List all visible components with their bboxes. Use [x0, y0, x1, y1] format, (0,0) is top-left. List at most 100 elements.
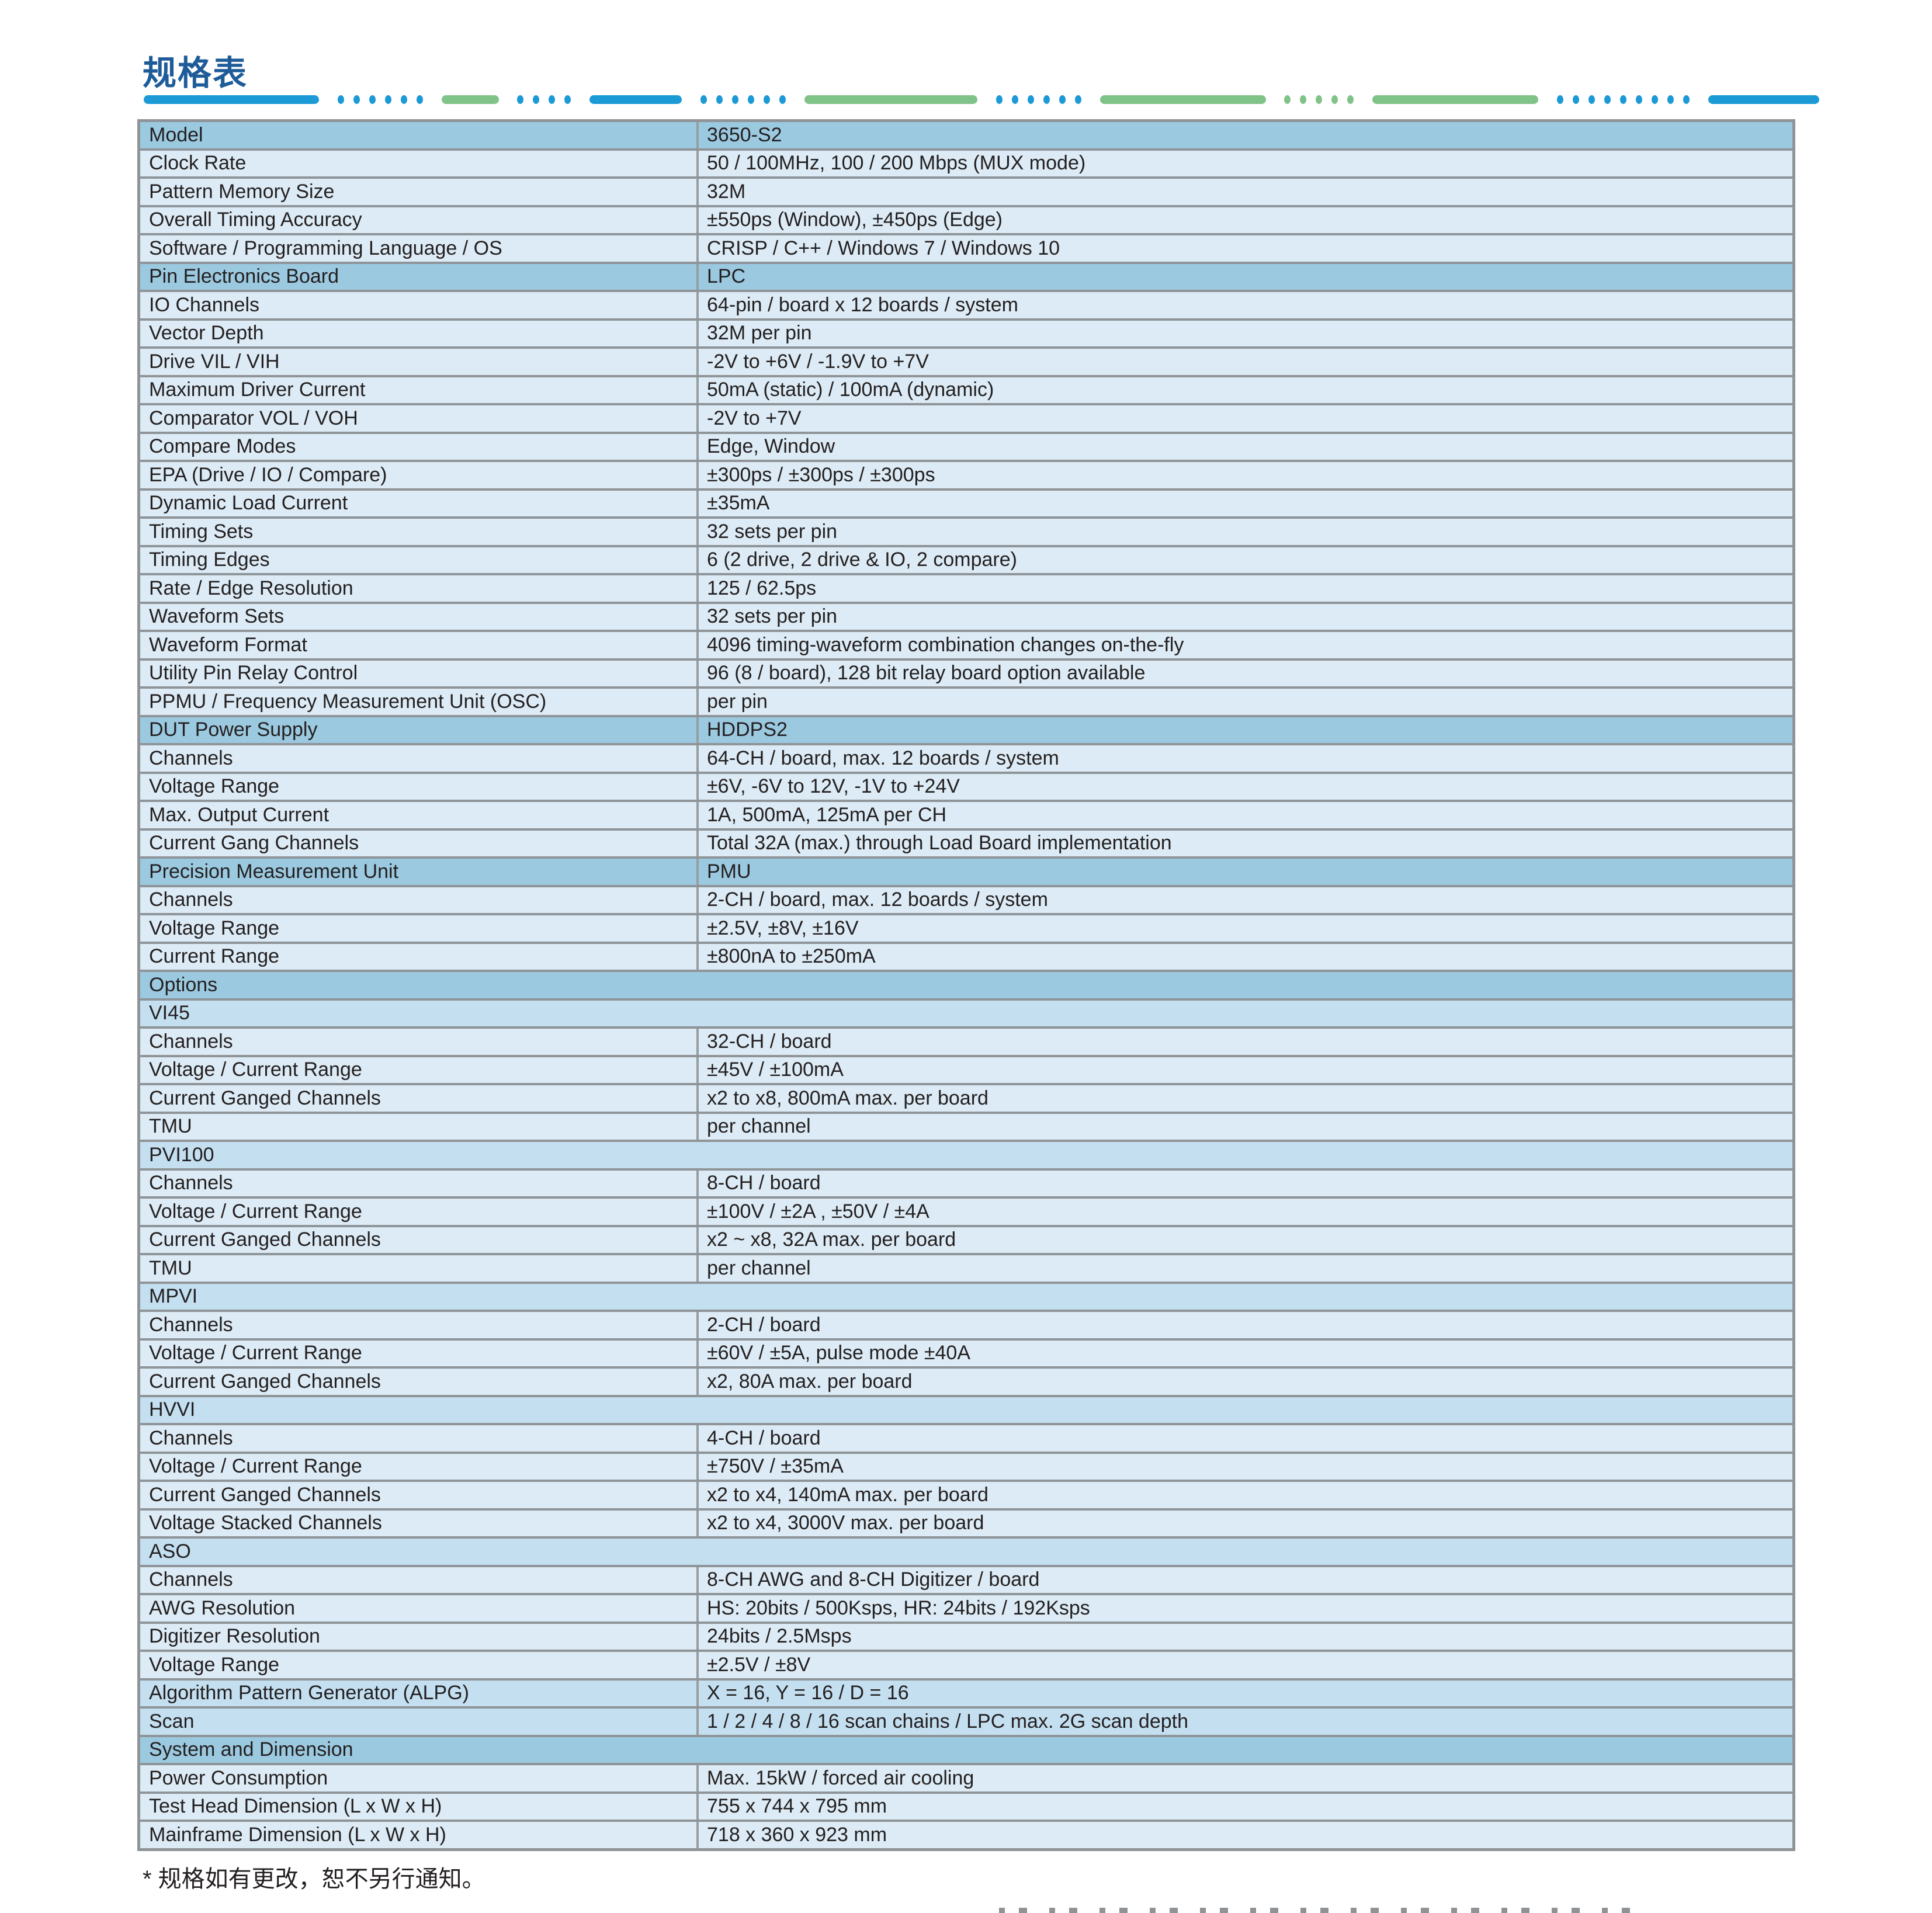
separator-dot — [564, 95, 571, 104]
table-row: Pin Electronics Board LPC — [140, 261, 1792, 290]
row-value: HDDPS2 — [696, 717, 1792, 743]
row-value: 64-CH / board, max. 12 boards / system — [696, 745, 1792, 772]
separator-dot — [517, 95, 524, 104]
row-label: IO Channels — [149, 293, 259, 316]
table-row: Utility Pin Relay Control 96 (8 / board)… — [140, 658, 1792, 686]
table-row: Scan 1 / 2 / 4 / 8 / 16 scan chains / LP… — [140, 1706, 1792, 1735]
separator-dot — [1347, 95, 1354, 104]
row-label: Channels — [149, 1568, 233, 1591]
row-label: Mainframe Dimension (L x W x H) — [149, 1823, 446, 1846]
separator-dot — [700, 95, 707, 104]
row-label: Test Head Dimension (L x W x H) — [149, 1795, 442, 1818]
table-row: Voltage Range ±2.5V, ±8V, ±16V — [140, 913, 1792, 942]
row-value: 50 / 100MHz, 100 / 200 Mbps (MUX mode) — [696, 150, 1792, 176]
row-label: Waveform Sets — [149, 605, 285, 628]
row-label: Clock Rate — [149, 152, 247, 175]
row-value: per pin — [696, 689, 1792, 715]
row-label: Current Ganged Channels — [149, 1228, 381, 1251]
separator-dot — [353, 95, 360, 104]
row-label: Voltage / Current Range — [149, 1455, 362, 1478]
table-row: Timing Sets 32 sets per pin — [140, 516, 1792, 545]
row-value: x2 to x4, 140mA max. per board — [696, 1482, 1792, 1508]
table-row: Voltage / Current Range ±750V / ±35mA — [140, 1451, 1792, 1480]
separator-bar — [1708, 95, 1819, 104]
separator-dots — [700, 95, 786, 104]
separator-bar — [1372, 95, 1539, 104]
separator-dot — [416, 95, 423, 104]
row-value: Edge, Window — [696, 433, 1792, 460]
row-label: HVVI — [149, 1398, 196, 1421]
row-value: 8-CH / board — [696, 1170, 1792, 1196]
row-label: EPA (Drive / IO / Compare) — [149, 463, 387, 486]
table-row: Waveform Sets 32 sets per pin — [140, 601, 1792, 630]
row-value: 1 / 2 / 4 / 8 / 16 scan chains / LPC max… — [696, 1709, 1792, 1735]
separator-dot — [1588, 95, 1595, 104]
separator-dot — [369, 95, 376, 104]
row-label: Channels — [149, 888, 233, 911]
footnote: * 规格如有更改，恕不另行通知。 — [143, 1866, 485, 1892]
truncated-bottom-text — [999, 1908, 1636, 1913]
row-value: 6 (2 drive, 2 drive & IO, 2 compare) — [696, 547, 1792, 573]
table-row: Voltage / Current Range ±60V / ±5A, puls… — [140, 1338, 1792, 1366]
row-label: Voltage Range — [149, 916, 280, 939]
row-label: Voltage Range — [149, 775, 280, 798]
table-row: Dynamic Load Current ±35mA — [140, 488, 1792, 516]
row-value: ±550ps (Window), ±450ps (Edge) — [696, 207, 1792, 233]
row-value: ±2.5V, ±8V, ±16V — [696, 915, 1792, 942]
table-row: TMU per channel — [140, 1111, 1792, 1140]
table-row: Current Ganged Channels x2 to x8, 800mA … — [140, 1083, 1792, 1112]
row-value: per channel — [696, 1255, 1792, 1282]
row-label: Voltage / Current Range — [149, 1200, 362, 1223]
separator-dot — [1683, 95, 1690, 104]
separator-dot — [1027, 95, 1034, 104]
row-value: 64-pin / board x 12 boards / system — [696, 292, 1792, 318]
row-label: Timing Sets — [149, 520, 254, 543]
table-section-row: ASO — [140, 1536, 1792, 1565]
row-value: 32 sets per pin — [696, 519, 1792, 545]
row-value: Total 32A (max.) through Load Board impl… — [696, 830, 1792, 856]
table-row: AWG Resolution HS: 20bits / 500Ksps, HR:… — [140, 1593, 1792, 1622]
row-label: Voltage Stacked Channels — [149, 1512, 382, 1534]
table-row: Compare Modes Edge, Window — [140, 431, 1792, 460]
table-row: Voltage / Current Range ±100V / ±2A , ±5… — [140, 1196, 1792, 1225]
row-label: Vector Depth — [149, 322, 264, 345]
separator-dot — [337, 95, 344, 104]
table-row: IO Channels 64-pin / board x 12 boards /… — [140, 290, 1792, 318]
table-row: Channels 8-CH / board — [140, 1168, 1792, 1196]
page-title: 规格表 — [143, 54, 248, 92]
separator-bar — [804, 95, 977, 104]
row-label: ASO — [149, 1540, 191, 1563]
table-row: DUT Power Supply HDDPS2 — [140, 714, 1792, 743]
table-section-row: VI45 — [140, 998, 1792, 1026]
table-section-row: PVI100 — [140, 1140, 1792, 1168]
separator-dot — [1074, 95, 1081, 104]
table-row: Current Ganged Channels x2 ~ x8, 32A max… — [140, 1224, 1792, 1253]
separator-dot — [1620, 95, 1627, 104]
row-label: Utility Pin Relay Control — [149, 662, 358, 685]
row-value: Max. 15kW / forced air cooling — [696, 1765, 1792, 1792]
row-value: 24bits / 2.5Msps — [696, 1623, 1792, 1650]
table-row: EPA (Drive / IO / Compare) ±300ps / ±300… — [140, 460, 1792, 488]
separator-dot — [1316, 95, 1323, 104]
row-value: 50mA (static) / 100mA (dynamic) — [696, 377, 1792, 403]
row-label: Channels — [149, 1172, 233, 1195]
table-row: Current Ganged Channels x2, 80A max. per… — [140, 1366, 1792, 1395]
table-row: Drive VIL / VIH -2V to +6V / -1.9V to +7… — [140, 346, 1792, 375]
row-label: Voltage Range — [149, 1653, 280, 1676]
row-label: Current Ganged Channels — [149, 1370, 381, 1393]
row-value: -2V to +7V — [696, 405, 1792, 432]
table-row: TMU per channel — [140, 1253, 1792, 1282]
row-label: Rate / Edge Resolution — [149, 577, 353, 599]
spec-table-body: Model 3650-S2 Clock Rate 50 / 100MHz, 10… — [140, 122, 1792, 1848]
row-label: VI45 — [149, 1002, 190, 1025]
table-row: Vector Depth 32M per pin — [140, 318, 1792, 346]
separator-dot — [1059, 95, 1066, 104]
row-value: 3650-S2 — [696, 122, 1792, 148]
row-value: per channel — [696, 1113, 1792, 1140]
row-value: 755 x 744 x 795 mm — [696, 1793, 1792, 1820]
separator-dot — [1667, 95, 1674, 104]
separator-dot — [384, 95, 391, 104]
row-value: x2 to x4, 3000V max. per board — [696, 1510, 1792, 1536]
table-row: Current Range ±800nA to ±250mA — [140, 941, 1792, 970]
separator-dot — [748, 95, 755, 104]
